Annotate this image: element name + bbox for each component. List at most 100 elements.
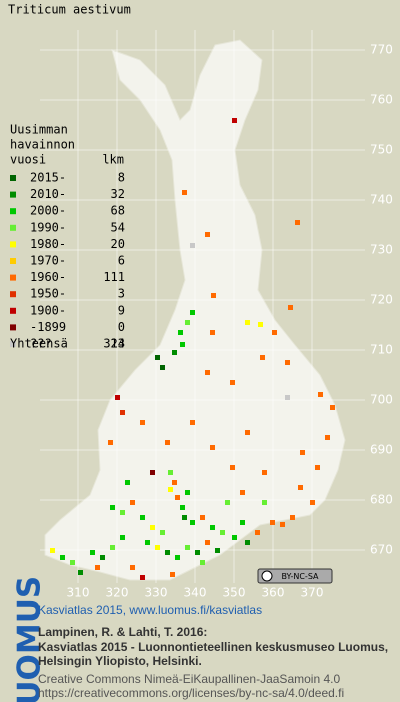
observation-square: [110, 545, 115, 550]
observation-square: [175, 495, 180, 500]
observation-square: [200, 515, 205, 520]
observation-square: [262, 500, 267, 505]
legend-swatch: [10, 324, 16, 331]
legend-swatch: [10, 291, 16, 298]
observation-square: [150, 470, 155, 475]
observation-square: [310, 500, 315, 505]
x-coordinate-label: 340: [184, 586, 207, 600]
observation-square: [145, 540, 150, 545]
observation-square: [100, 555, 105, 560]
y-coordinate-label: 670: [370, 543, 393, 557]
observation-square: [215, 548, 220, 553]
legend-label: 1960-: [30, 270, 66, 284]
y-coordinate-label: 770: [370, 43, 393, 57]
legend-label: -1899: [30, 320, 66, 334]
observation-square: [185, 490, 190, 495]
legend-heading: Uusimman: [10, 123, 68, 137]
legend-label: 1900-: [30, 303, 66, 317]
y-coordinate-label: 730: [370, 243, 393, 257]
legend-count: 54: [111, 220, 125, 234]
observation-square: [245, 320, 250, 325]
x-coordinate-label: 320: [106, 586, 129, 600]
observation-square: [172, 350, 177, 355]
legend-label: 1990-: [30, 220, 66, 234]
legend-heading: havainnon: [10, 138, 75, 152]
observation-square: [205, 540, 210, 545]
license-badge-box: [257, 568, 333, 584]
observation-square: [172, 480, 177, 485]
observation-square: [205, 370, 210, 375]
legend-label: 1950-: [30, 287, 66, 301]
legend-count: 13: [111, 337, 125, 351]
observation-square: [165, 440, 170, 445]
observation-square: [205, 232, 210, 237]
observation-square: [155, 545, 160, 550]
legend-label: 2010-: [30, 187, 66, 201]
legend-label: 1970-: [30, 254, 66, 268]
observation-square: [200, 560, 205, 565]
observation-square: [120, 535, 125, 540]
observation-square: [295, 220, 300, 225]
observation-square: [178, 330, 183, 335]
y-coordinate-label: 710: [370, 343, 393, 357]
observation-square: [270, 520, 275, 525]
observation-square: [190, 520, 195, 525]
observation-square: [225, 500, 230, 505]
observation-square: [95, 565, 100, 570]
legend-count: 6: [118, 254, 125, 268]
observation-square: [318, 392, 323, 397]
observation-square: [150, 525, 155, 530]
observation-square: [120, 410, 125, 415]
legend-swatch: [10, 274, 16, 281]
observation-square: [140, 420, 145, 425]
y-coordinate-label: 750: [370, 143, 393, 157]
x-coordinate-label: 370: [301, 586, 324, 600]
legend-heading: vuosi: [10, 153, 46, 167]
observation-square: [220, 530, 225, 535]
observation-square: [185, 545, 190, 550]
x-coordinate-label: 350: [223, 586, 246, 600]
observation-square: [115, 395, 120, 400]
legend-count: 9: [118, 303, 125, 317]
legend-total-label: Yhteensä: [10, 337, 68, 351]
legend-total: 324: [103, 337, 125, 351]
license-badge: BY-NC-SA: [281, 572, 319, 581]
license-text: Creative Commons Nimeä-EiKaupallinen-Jaa…: [38, 672, 340, 686]
observation-square: [195, 550, 200, 555]
legend-swatch: [10, 307, 16, 314]
observation-square: [180, 505, 185, 510]
title: Triticum aestivum: [8, 3, 131, 17]
observation-square: [60, 555, 65, 560]
legend-label: ???: [30, 337, 52, 351]
citation: Helsingin Yliopisto, Helsinki.: [38, 654, 202, 668]
observation-square: [155, 355, 160, 360]
legend-count: 32: [111, 187, 125, 201]
y-coordinate-label: 720: [370, 293, 393, 307]
observation-square: [175, 555, 180, 560]
x-coordinate-label: 360: [262, 586, 285, 600]
observation-square: [211, 293, 216, 298]
license-text: https://creativecommons.org/licenses/by-…: [38, 686, 344, 700]
observation-square: [108, 440, 113, 445]
observation-square: [262, 470, 267, 475]
observation-square: [190, 243, 195, 248]
x-coordinate-label: 330: [145, 586, 168, 600]
legend-swatch: [10, 208, 16, 215]
observation-square: [288, 305, 293, 310]
legend-swatch: [10, 191, 16, 198]
observation-square: [78, 570, 83, 575]
observation-square: [230, 465, 235, 470]
observation-square: [280, 522, 285, 527]
observation-square: [260, 355, 265, 360]
logo: LUOMUS: [12, 576, 48, 702]
observation-square: [70, 560, 75, 565]
observation-square: [285, 395, 290, 400]
observation-square: [182, 190, 187, 195]
observation-square: [168, 470, 173, 475]
observation-square: [245, 430, 250, 435]
legend-swatch: [10, 224, 16, 231]
observation-square: [160, 365, 165, 370]
y-coordinate-label: 740: [370, 193, 393, 207]
observation-square: [160, 530, 165, 535]
observation-square: [285, 360, 290, 365]
